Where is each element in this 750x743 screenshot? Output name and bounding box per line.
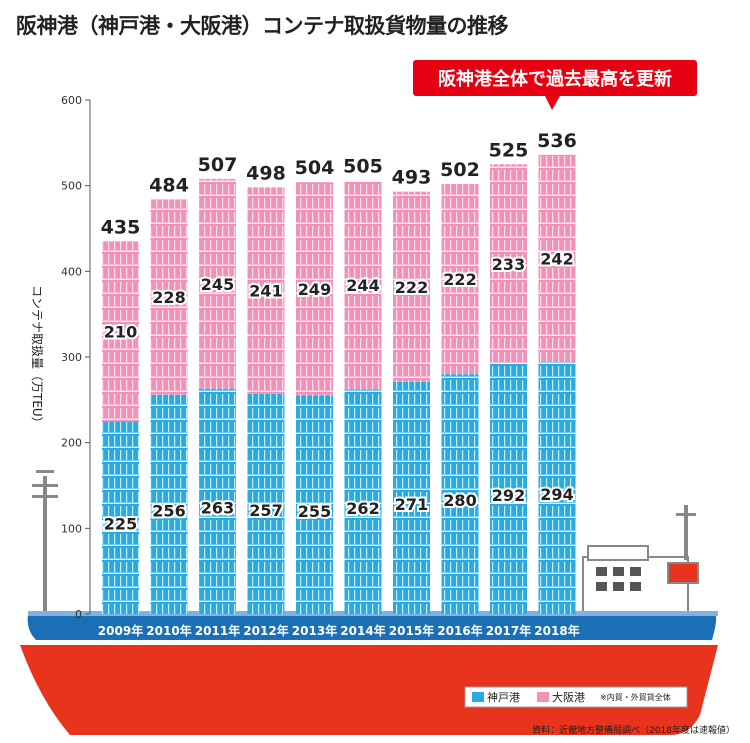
y-axis-label: コンテナ取扱量（万TEU） [30,285,44,429]
y-tick-label: 400 [61,265,82,278]
x-axis-labels: 2009年 2010年 2011年 2012年 2013年 2014年 2015年 2016年… [98,623,580,638]
x-tick-label: 2017年 [486,623,531,638]
bar-osaka [296,182,333,396]
bar-label-osaka: 233 [492,255,525,274]
x-tick-label: 2018年 [534,623,579,638]
legend-swatch-kobe [472,692,484,702]
bar-label-osaka: 228 [152,288,185,307]
bar-osaka [490,164,527,364]
bar-total-label: 504 [295,157,335,179]
bar-label-osaka: 245 [201,275,234,294]
bar-kobe [441,374,479,614]
bar-osaka [102,241,139,422]
bar-kobe [102,421,139,614]
x-tick-label: 2016年 [437,623,482,638]
legend-note: ※内貿・外貿貨全体 [600,692,671,702]
bar-label-osaka: 222 [395,278,428,297]
bar-total-label: 505 [343,156,383,178]
bar-label-kobe: 280 [443,491,476,510]
bar-osaka [247,187,285,394]
bar-osaka [150,199,188,395]
y-tick-label: 600 [61,94,82,107]
y-tick-label: 300 [61,351,82,364]
bar-label-osaka: 210 [104,322,137,341]
x-tick-label: 2014年 [340,623,385,638]
bar-total-label: 502 [440,159,480,181]
bar-osaka [344,180,382,390]
x-tick-label: 2009年 [98,623,143,638]
bar-kobe [150,394,188,614]
bar-total-label: 435 [101,216,141,238]
bar-total-label: 507 [198,154,238,176]
y-tick-label: 0 [75,608,82,621]
legend-swatch-osaka [537,692,549,702]
bar-label-osaka: 249 [298,280,331,299]
chart-title: 阪神港（神戸港・大阪港）コンテナ取扱貨物量の推移 [16,14,509,38]
bar-total-label: 536 [537,130,577,152]
ship-bridge [582,505,699,618]
bar-osaka [538,154,576,363]
x-tick-label: 2013年 [292,623,337,638]
bar-kobe [344,389,382,614]
bar-label-kobe: 262 [346,499,379,518]
legend-label-osaka: 大阪港 [552,690,585,704]
bar-kobe [247,393,285,614]
bar-kobe [393,381,430,614]
x-tick-label: 2012年 [243,623,288,638]
source-note: 資料：近畿地方整備局調べ（2018年度は速報値） [532,724,735,736]
bar-total-label: 493 [392,167,432,189]
y-tick-label: 500 [61,180,82,193]
bar-label-kobe: 292 [492,486,525,505]
callout-text: 阪神港全体で過去最高を更新 [438,68,672,90]
bar-label-kobe: 225 [104,515,137,534]
bar-label-kobe: 271 [395,495,428,514]
y-tick-label: 100 [61,522,82,535]
bar-label-kobe: 257 [249,501,282,520]
bar-kobe [538,362,576,614]
y-axis: 0 100 200 300 400 500 600 [61,94,91,621]
bar-label-kobe: 294 [540,485,573,504]
bar-total-label: 525 [489,139,529,161]
bar-osaka [199,178,236,389]
legend: 神戸港 大阪港 ※内貿・外貿貨全体 [464,686,688,708]
x-tick-label: 2010年 [146,623,191,638]
bars-group: 225 210 435 256 228 484 263 245 507 257 241 498 255 2… [101,130,577,614]
y-tick-label: 200 [61,437,82,450]
bar-total-label: 484 [149,174,189,196]
x-tick-label: 2015年 [389,623,434,638]
bar-label-osaka: 241 [249,282,282,301]
bar-kobe [296,395,333,614]
bar-label-osaka: 222 [443,270,476,289]
legend-label-kobe: 神戸港 [487,690,520,704]
bar-label-kobe: 255 [298,502,331,521]
bar-label-kobe: 256 [152,501,185,520]
record-callout: 阪神港全体で過去最高を更新 [413,60,697,110]
ship-mast [32,470,58,616]
bar-total-label: 498 [246,162,286,184]
bar-kobe [199,388,236,614]
bar-label-osaka: 242 [540,249,573,268]
bar-label-osaka: 244 [346,276,379,295]
x-tick-label: 2011年 [195,623,240,638]
bar-label-kobe: 263 [201,498,234,517]
bar-osaka [393,191,430,382]
bar-kobe [490,363,527,614]
bar-osaka [441,183,479,375]
